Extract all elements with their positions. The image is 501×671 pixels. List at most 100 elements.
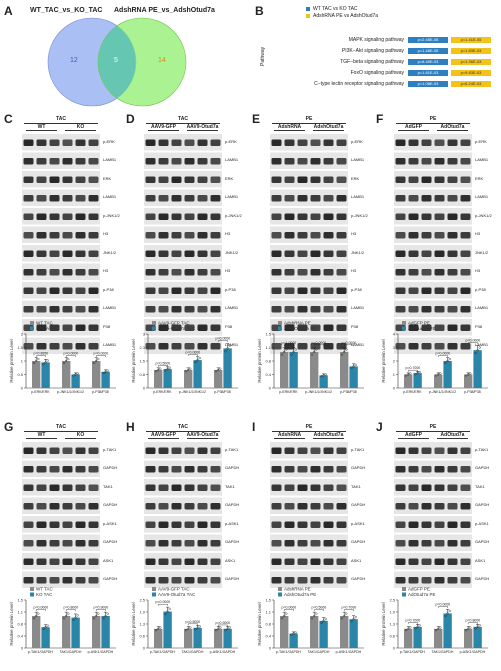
blot-band bbox=[460, 324, 471, 332]
blot-band bbox=[23, 139, 34, 147]
blot-band bbox=[395, 250, 406, 258]
blot-band bbox=[210, 158, 221, 165]
sig-bracket bbox=[66, 355, 76, 358]
blot-band bbox=[23, 232, 34, 239]
y-tick-label: 0.6 bbox=[139, 634, 145, 639]
blot-band bbox=[145, 213, 156, 221]
blot-band bbox=[336, 447, 347, 455]
blot-strip bbox=[270, 300, 348, 317]
header-rule bbox=[272, 431, 346, 432]
blot-band bbox=[210, 447, 221, 455]
blot-band bbox=[395, 195, 406, 202]
blot-band bbox=[158, 139, 169, 147]
blot-band bbox=[434, 484, 445, 492]
blot-band bbox=[271, 195, 282, 202]
category-label: TAK1/GAPDH bbox=[307, 650, 329, 654]
category-label: p-TAK1/GAPDH bbox=[28, 650, 53, 654]
data-point bbox=[44, 361, 47, 364]
p-value-label: p=0.8000 bbox=[466, 619, 481, 623]
data-point bbox=[106, 369, 109, 372]
blot-band bbox=[184, 287, 195, 295]
legend-label: AAV9-GFP TAC bbox=[158, 321, 190, 326]
p-value-label: p=0.5000 bbox=[186, 620, 201, 624]
data-point bbox=[42, 627, 45, 630]
legend-swatch bbox=[402, 592, 406, 597]
panel-letter-e: E bbox=[252, 112, 261, 126]
bar bbox=[223, 628, 232, 648]
blot-band bbox=[210, 521, 221, 529]
blot-band bbox=[36, 540, 47, 547]
blot-protein-label: ASK1 bbox=[351, 557, 362, 563]
data-point bbox=[340, 617, 344, 620]
bar bbox=[154, 370, 163, 388]
blot-band bbox=[408, 521, 419, 529]
p-value-label: p=0.0000 bbox=[156, 600, 171, 604]
blot-band bbox=[62, 503, 73, 510]
blot-band bbox=[323, 287, 334, 295]
blot-band bbox=[434, 195, 445, 202]
blot-band bbox=[49, 447, 60, 455]
blot-band bbox=[460, 503, 471, 510]
blot-band bbox=[336, 232, 347, 239]
legend-label: WT TAC vs KO TAC bbox=[313, 6, 358, 12]
blot-band bbox=[284, 158, 295, 165]
data-point bbox=[281, 353, 284, 356]
blot-protein-label: JNK1/2 bbox=[475, 249, 489, 255]
data-point bbox=[315, 348, 318, 351]
blot-band bbox=[184, 306, 195, 313]
blot-band bbox=[75, 466, 86, 473]
blot-band bbox=[171, 577, 182, 584]
data-point bbox=[446, 612, 449, 615]
blot-band bbox=[395, 306, 406, 313]
data-point bbox=[283, 614, 286, 618]
blot-band bbox=[284, 232, 295, 239]
blot-band bbox=[184, 324, 195, 332]
y-tick-label: 0 bbox=[269, 386, 272, 391]
data-point bbox=[214, 370, 218, 373]
y-tick-label: 2.5 bbox=[139, 598, 145, 603]
blot-band bbox=[284, 484, 295, 492]
legend-label: AAV9-Otud7a TAC bbox=[158, 326, 196, 331]
data-point bbox=[418, 624, 421, 627]
blot-band bbox=[62, 195, 73, 202]
data-point bbox=[467, 627, 470, 630]
category-label: p-ERK/ERK bbox=[279, 390, 298, 394]
blot-header: PE bbox=[429, 424, 437, 430]
legend-swatch bbox=[30, 587, 34, 591]
p-value-label: p=0.0000 bbox=[186, 351, 201, 355]
blot-band bbox=[434, 176, 445, 184]
blot-band bbox=[145, 466, 156, 473]
data-point bbox=[340, 353, 344, 356]
blot-band bbox=[434, 447, 445, 455]
blot-band bbox=[271, 269, 282, 276]
category-label: p-JNK1/2/JNK1/2 bbox=[429, 390, 456, 394]
blot-band bbox=[62, 232, 73, 239]
data-point bbox=[313, 350, 316, 354]
blot-band bbox=[145, 158, 156, 165]
blot-protein-label: P38 bbox=[225, 323, 233, 329]
blot-band bbox=[158, 269, 169, 276]
blot-strip bbox=[394, 226, 472, 243]
blot-band bbox=[62, 577, 73, 584]
p-value-label: p=0.8950 bbox=[34, 352, 49, 356]
bar bbox=[473, 350, 482, 388]
y-axis-label: Relative protein Level bbox=[381, 339, 386, 382]
blot-band bbox=[336, 139, 347, 147]
blot-band bbox=[23, 484, 34, 492]
blot-image bbox=[144, 442, 222, 588]
blot-strip bbox=[22, 337, 100, 354]
blot-image bbox=[394, 134, 472, 354]
blot-protein-label: ERK bbox=[225, 175, 234, 181]
blot-strip bbox=[144, 282, 222, 299]
blot-strip bbox=[144, 263, 222, 280]
pathway-name: PI3K−Akt signaling pathway bbox=[341, 48, 404, 54]
data-point bbox=[467, 373, 470, 376]
blot-band bbox=[336, 466, 347, 473]
data-point bbox=[187, 368, 190, 372]
y-tick-label: 0 bbox=[143, 386, 146, 391]
blot-band bbox=[336, 213, 347, 221]
blot-strip bbox=[394, 337, 472, 354]
group-label: KO bbox=[76, 432, 85, 438]
blot-band bbox=[184, 139, 195, 147]
